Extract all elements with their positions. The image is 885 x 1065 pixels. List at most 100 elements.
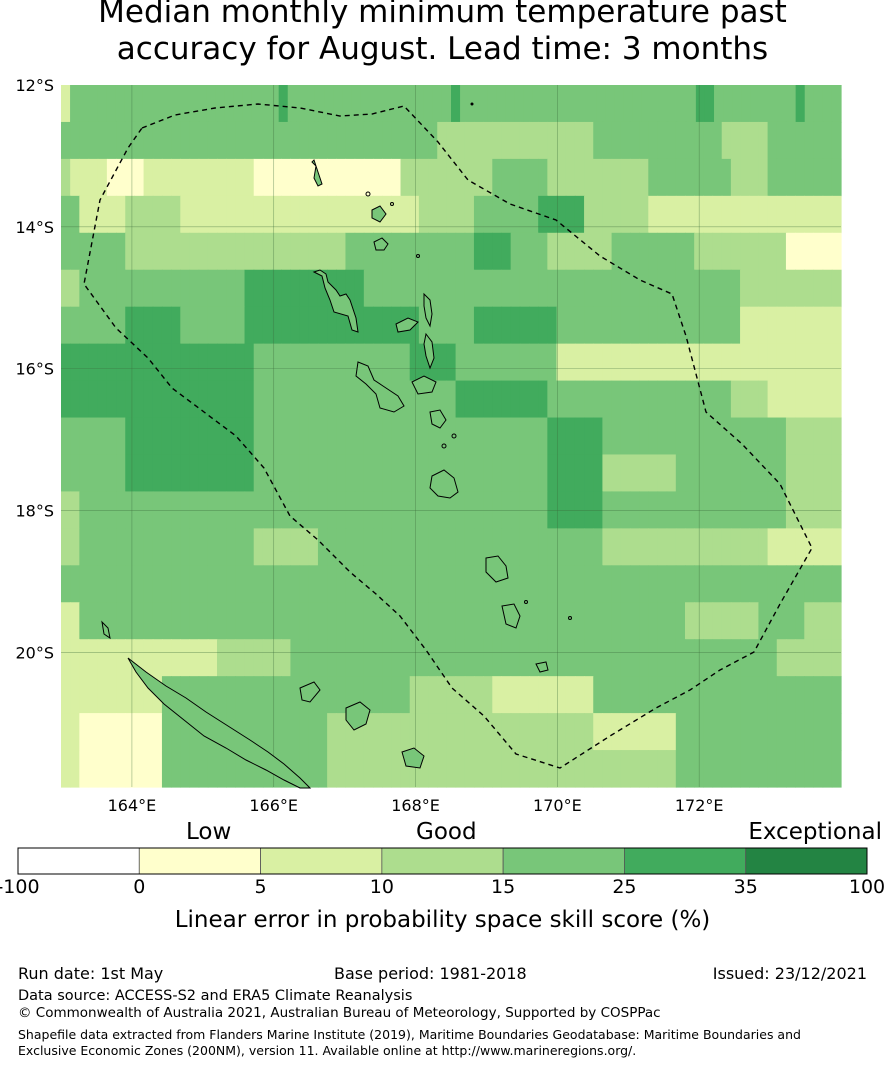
grid-cell xyxy=(767,417,778,456)
grid-cell xyxy=(473,565,484,603)
grid-cell xyxy=(437,565,448,603)
lat-tick-label: 18°S xyxy=(15,501,54,520)
grid-cell xyxy=(703,306,714,345)
grid-cell xyxy=(767,602,778,640)
grid-cell xyxy=(831,343,842,382)
grid-cell xyxy=(740,639,750,677)
grid-cell xyxy=(529,454,539,493)
grid-cell xyxy=(574,195,585,234)
grid-cell xyxy=(281,380,292,419)
grid-cell xyxy=(125,639,136,677)
grid-cell xyxy=(501,306,512,345)
grid-cell xyxy=(473,713,484,751)
grid-cell xyxy=(428,417,438,456)
grid-cell xyxy=(171,306,181,345)
grid-cell xyxy=(235,417,246,456)
grid-cell xyxy=(180,269,191,308)
grid-cell xyxy=(510,528,521,566)
grid-cell xyxy=(299,454,310,493)
grid-cell xyxy=(529,380,539,419)
grid-cell xyxy=(226,565,236,603)
grid-cell xyxy=(510,713,521,751)
island-maewo xyxy=(423,292,433,328)
grid-cell xyxy=(730,306,741,345)
grid-cell xyxy=(685,713,695,751)
grid-cell xyxy=(473,380,484,419)
grid-cell xyxy=(519,195,530,234)
grid-cell xyxy=(492,417,503,456)
grid-cell xyxy=(538,750,548,788)
grid-cell xyxy=(721,306,732,345)
grid-cell xyxy=(629,454,640,493)
grid-cell xyxy=(721,269,732,308)
grid-cell xyxy=(327,602,337,640)
grid-cell xyxy=(207,343,218,382)
grid-cell xyxy=(324,85,334,123)
grid-cell xyxy=(299,121,310,160)
grid-cell xyxy=(519,713,530,751)
grid-cell xyxy=(134,454,145,493)
grid-cell xyxy=(253,380,264,419)
grid-cell xyxy=(584,343,594,382)
grid-cell xyxy=(483,454,493,493)
grid-cell xyxy=(795,195,805,234)
grid-cell xyxy=(272,417,282,456)
grid-cell xyxy=(253,750,264,788)
grid-cell xyxy=(409,417,420,456)
grid-cell xyxy=(391,232,402,271)
grid-cell xyxy=(648,380,659,419)
grid-cell xyxy=(584,195,594,234)
grid-cell xyxy=(143,676,154,714)
grid-cell xyxy=(171,343,181,382)
grid-cell xyxy=(620,380,631,419)
grid-cell xyxy=(547,454,558,493)
grid-cell xyxy=(88,306,99,345)
grid-cell xyxy=(446,417,457,456)
grid-cell xyxy=(501,417,512,456)
grid-cell xyxy=(116,417,126,456)
grid-cell xyxy=(666,602,677,640)
grid-cell xyxy=(437,306,448,345)
grid-cell xyxy=(492,343,503,382)
grid-cell xyxy=(501,121,512,160)
grid-cell xyxy=(244,306,255,345)
grid-cell xyxy=(391,195,402,234)
grid-cell xyxy=(538,306,548,345)
grid-cell xyxy=(253,639,264,677)
grid-cell xyxy=(125,565,136,603)
grid-cell xyxy=(308,380,319,419)
grid-cell xyxy=(804,676,815,714)
grid-cell xyxy=(363,343,374,382)
grid-cell xyxy=(519,417,530,456)
grid-cell xyxy=(446,454,457,493)
grid-cell xyxy=(244,528,255,566)
grid-cell xyxy=(813,639,824,677)
grid-cell xyxy=(152,269,163,308)
grid-cell xyxy=(776,676,787,714)
grid-cell xyxy=(795,158,805,197)
grid-cell xyxy=(226,380,236,419)
island-aneityum xyxy=(535,661,549,673)
grid-cell xyxy=(418,343,429,382)
grid-cell xyxy=(620,343,631,382)
grid-cell xyxy=(152,417,163,456)
grid-cell xyxy=(400,454,411,493)
grid-cell xyxy=(97,454,108,493)
grid-cell xyxy=(70,232,80,271)
grid-cell xyxy=(776,121,787,160)
grid-cell xyxy=(272,565,282,603)
grid-cell xyxy=(342,85,352,123)
grid-cell xyxy=(767,713,778,751)
grid-cell xyxy=(451,85,461,123)
grid-cell xyxy=(437,639,448,677)
grid-cell xyxy=(152,750,163,788)
grid-cell xyxy=(473,602,484,640)
grid-cell xyxy=(639,528,649,566)
grid-cell xyxy=(749,380,760,419)
grid-cell xyxy=(235,343,246,382)
grid-cell xyxy=(437,380,448,419)
grid-cell xyxy=(189,417,200,456)
grid-cell xyxy=(492,602,503,640)
grid-cell xyxy=(354,269,365,308)
grid-cell xyxy=(272,713,282,751)
